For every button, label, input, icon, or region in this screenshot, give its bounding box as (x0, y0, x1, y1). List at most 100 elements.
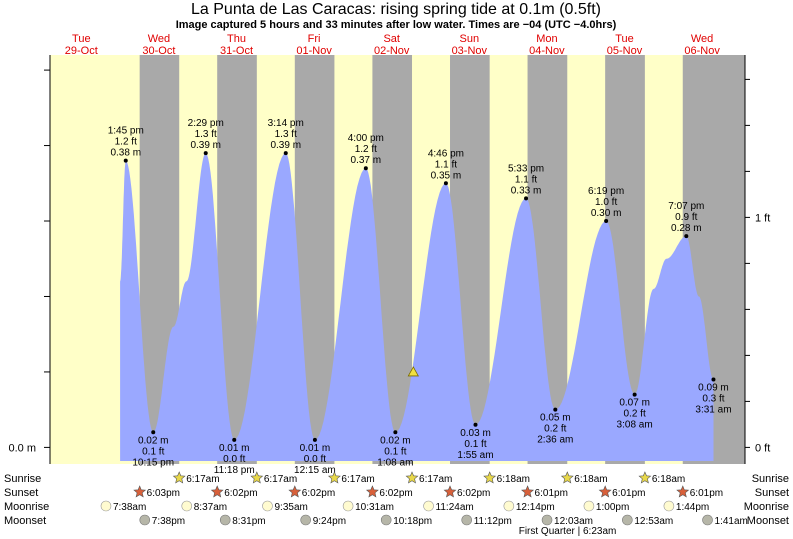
sunrise-time: 6:18am (574, 474, 607, 485)
moonset-icon (461, 514, 473, 526)
low-tide-feet: 0.0 ft (223, 454, 245, 465)
moonset-time: 7:38pm (152, 516, 185, 527)
high-tide-feet: 1.0 ft (595, 197, 617, 208)
sunrise-icon (638, 471, 652, 484)
moonrise-icon (342, 500, 354, 512)
sunrise-time: 6:17am (186, 474, 219, 485)
row-label-right-moonrise: Moonrise (744, 501, 789, 513)
low-tide-meters: 0.03 m (460, 428, 491, 439)
moonset-time: 1:41am (715, 516, 748, 527)
moonset-time: 11:12pm (474, 516, 512, 527)
sunset-icon (443, 485, 457, 498)
low-tide-time: 1:08 am (377, 457, 413, 468)
high-tide-marker (604, 219, 609, 224)
high-tide-marker (363, 166, 368, 171)
low-tide-meters: 0.05 m (540, 413, 571, 424)
moonrise-time: 12:14pm (516, 502, 555, 513)
astronomy-rows: Sunrise Sunrise Sunset Sunset Moonrise Moonri… (4, 471, 789, 537)
high-tide-marker (203, 151, 208, 156)
high-tide-time: 4:46 pm (428, 148, 464, 159)
low-tide-marker (232, 437, 237, 442)
high-tide-meters: 0.35 m (431, 170, 462, 181)
date-header-weekday: Mon (536, 33, 557, 45)
date-header-weekday: Wed (148, 33, 170, 45)
row-label-left-sunrise: Sunrise (4, 473, 41, 485)
low-tide-feet: 0.2 ft (544, 424, 566, 435)
moonrise-time: 9:35am (274, 502, 307, 513)
sunset-time: 6:03pm (147, 488, 180, 499)
moonrise-time: 1:44pm (676, 502, 709, 513)
high-tide-meters: 0.37 m (351, 155, 382, 166)
date-header-date: 30-Oct (142, 45, 175, 57)
low-tide-marker (393, 430, 398, 435)
low-tide-marker (711, 377, 716, 382)
moonset-icon (702, 514, 713, 526)
high-tide-time: 2:29 pm (188, 118, 224, 129)
low-tide-time: 3:31 am (695, 404, 731, 415)
row-label-right-sunset: Sunset (755, 487, 789, 499)
high-tide-meters: 0.39 m (190, 140, 221, 151)
high-tide-marker (123, 158, 128, 163)
low-tide-feet: 0.1 ft (142, 446, 164, 457)
high-tide-feet: 1.3 ft (275, 129, 297, 140)
moonset-icon (300, 514, 311, 526)
moonrise-time: 7:38am (113, 502, 146, 513)
date-header-date: 02-Nov (374, 45, 410, 57)
low-tide-time: 2:36 am (537, 435, 573, 446)
chart-title: La Punta de Las Caracas: rising spring t… (191, 1, 601, 18)
date-header-weekday: Wed (691, 33, 713, 45)
right-axis-label: 0 ft (755, 442, 770, 454)
moonrise-icon (583, 500, 595, 512)
moonset-icon (541, 514, 553, 526)
low-tide-meters: 0.02 m (380, 435, 411, 446)
date-header-weekday: Tue (72, 33, 91, 45)
low-tide-meters: 0.01 m (219, 443, 250, 454)
moonset-icon (380, 514, 392, 526)
high-tide-marker (684, 234, 689, 239)
sunset-time: 6:01pm (690, 488, 723, 499)
low-tide-feet: 0.2 ft (624, 409, 646, 420)
sunrise-time: 6:17am (264, 474, 297, 485)
date-header-date: 01-Nov (296, 45, 332, 57)
moonrise-time: 10:31am (355, 502, 394, 513)
sunset-icon (676, 485, 690, 498)
chart-subtitle: Image captured 5 hours and 33 minutes af… (176, 19, 617, 31)
high-tide-feet: 0.9 ft (675, 212, 697, 223)
high-tide-time: 6:19 pm (588, 186, 624, 197)
sunset-icon (598, 485, 612, 498)
low-tide-meters: 0.02 m (138, 435, 169, 446)
moonset-time: 9:24pm (313, 516, 346, 527)
moonset-icon (622, 514, 633, 526)
y-axes: 0.0 m 0 ft 1 ft (8, 55, 770, 464)
date-header-date: 03-Nov (452, 45, 488, 57)
sunrise-time: 6:17am (341, 474, 374, 485)
moonrise-time: 8:37am (194, 502, 227, 513)
low-tide-time: 12:15 am (294, 465, 336, 476)
row-label-left-moonrise: Moonrise (4, 501, 49, 513)
low-tide-time: 1:55 am (457, 450, 493, 461)
low-tide-time: 3:08 am (617, 420, 653, 431)
date-header-date: 06-Nov (684, 45, 720, 57)
tide-curve (120, 153, 714, 461)
low-tide-meters: 0.07 m (619, 398, 650, 409)
moon-phase-label: First Quarter | 6:23am (519, 526, 617, 537)
high-tide-feet: 1.1 ft (435, 159, 457, 170)
high-tide-time: 7:07 pm (668, 201, 704, 212)
high-tide-feet: 1.3 ft (195, 129, 217, 140)
low-tide-feet: 0.1 ft (384, 446, 406, 457)
low-tide-marker (312, 437, 317, 442)
current-level-marker (407, 366, 419, 377)
low-tide-marker (151, 430, 156, 435)
moonrise-icon (423, 500, 434, 512)
high-tide-time: 3:14 pm (268, 118, 304, 129)
moonrise-icon (100, 500, 112, 512)
high-tide-marker (443, 181, 448, 186)
sunrise-time: 6:18am (497, 474, 530, 485)
row-label-left-moonset: Moonset (4, 515, 46, 527)
sunrise-icon (560, 471, 574, 484)
sunset-icon (521, 485, 535, 498)
date-header-weekday: Fri (308, 33, 321, 45)
high-tide-time: 5:33 pm (508, 163, 544, 174)
moonrise-icon (262, 500, 273, 512)
